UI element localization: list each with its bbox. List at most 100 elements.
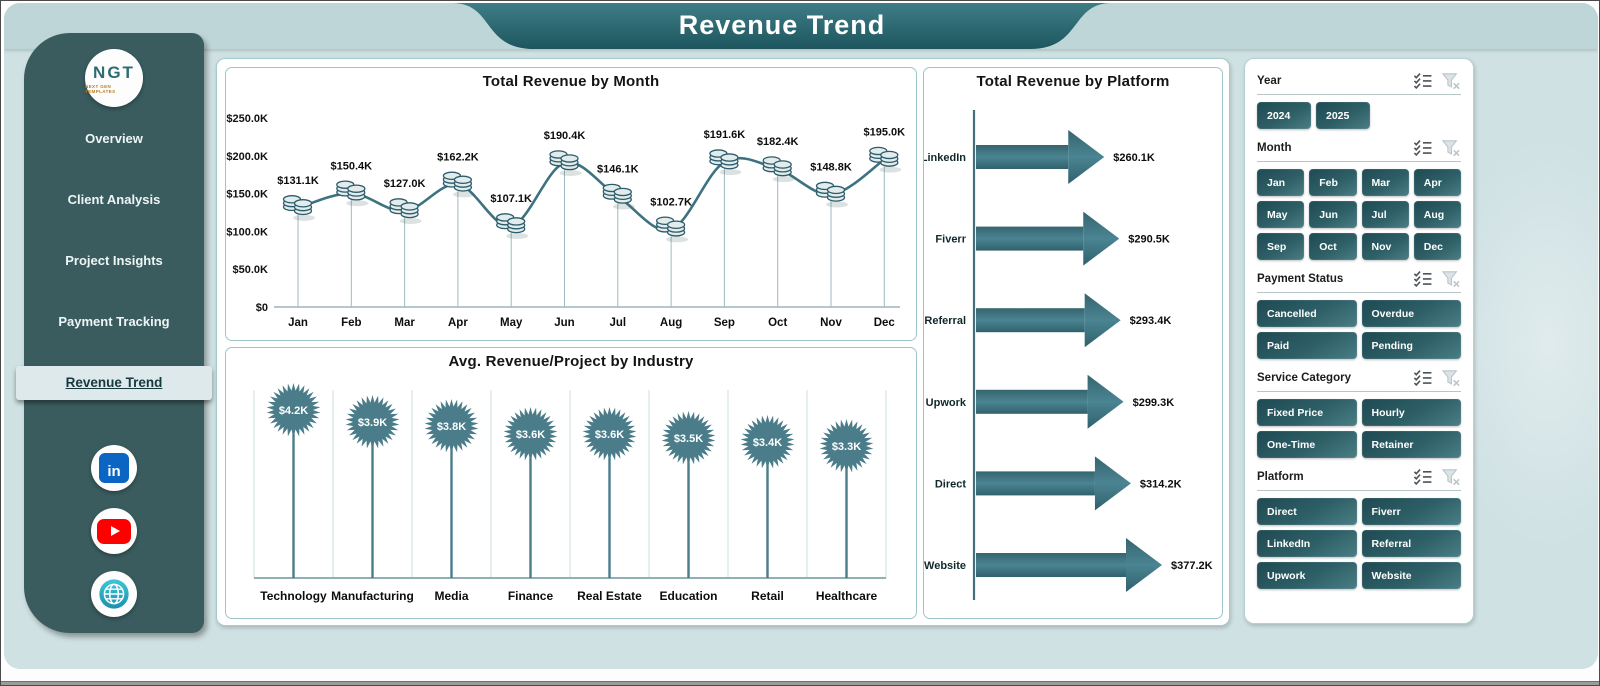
filter-option-2024[interactable]: 2024 bbox=[1257, 102, 1311, 129]
svg-text:$250.0K: $250.0K bbox=[226, 113, 268, 125]
filter-label-service-category: Service Category bbox=[1257, 371, 1351, 384]
svg-text:Healthcare: Healthcare bbox=[816, 589, 878, 603]
svg-text:$4.2K: $4.2K bbox=[279, 405, 308, 417]
coin-stack-marker bbox=[602, 183, 635, 210]
filter-option-fixed-price[interactable]: Fixed Price bbox=[1257, 399, 1357, 426]
sidebar-nav: Overview Client Analysis Project Insights P… bbox=[16, 122, 212, 427]
starburst-badge: $3.6K bbox=[582, 407, 637, 461]
starburst-badge: $3.5K bbox=[661, 411, 716, 465]
filter-option-retainer[interactable]: Retainer bbox=[1361, 431, 1461, 458]
platform-arrow-chart: LinkedIn $260.1K Fiverr $290.5K Referral $293… bbox=[924, 110, 1213, 600]
sidebar-item-client-analysis[interactable]: Client Analysis bbox=[67, 192, 161, 207]
svg-text:Upwork: Upwork bbox=[926, 397, 967, 409]
youtube-icon[interactable] bbox=[91, 508, 137, 554]
clear-filter-icon[interactable] bbox=[1441, 270, 1461, 288]
arrow-bar bbox=[976, 456, 1131, 511]
svg-text:Jul: Jul bbox=[609, 317, 626, 329]
coin-stack-marker bbox=[389, 198, 422, 224]
starburst-badge: $3.4K bbox=[740, 415, 795, 469]
svg-text:$150.4K: $150.4K bbox=[331, 160, 373, 172]
filter-option-mar[interactable]: Mar bbox=[1361, 169, 1409, 196]
arrow-bar bbox=[976, 293, 1121, 348]
filter-options-grid: Direct Fiverr LinkedIn Referral Upwork Websit… bbox=[1257, 498, 1461, 589]
svg-text:Nov: Nov bbox=[820, 317, 842, 329]
filter-option-feb[interactable]: Feb bbox=[1309, 169, 1357, 196]
filter-option-may[interactable]: May bbox=[1257, 201, 1305, 228]
sidebar-item-payment-tracking[interactable]: Payment Tracking bbox=[58, 314, 170, 329]
website-globe-icon[interactable] bbox=[91, 571, 137, 617]
filter-option-overdue[interactable]: Overdue bbox=[1361, 300, 1461, 327]
filter-option-nov[interactable]: Nov bbox=[1361, 233, 1409, 260]
svg-text:Technology: Technology bbox=[260, 589, 327, 603]
dashboard-background: Revenue Trend NGT NEXT GEN TEMPLATES Ove… bbox=[4, 3, 1598, 669]
bottom-strip bbox=[1, 669, 1599, 681]
window-bottom-bar bbox=[1, 681, 1599, 685]
clear-filter-icon[interactable] bbox=[1441, 72, 1461, 90]
svg-text:$182.4K: $182.4K bbox=[757, 136, 799, 148]
filter-option-jul[interactable]: Jul bbox=[1361, 201, 1409, 228]
svg-text:Finance: Finance bbox=[508, 589, 554, 603]
filter-divider bbox=[1257, 490, 1461, 491]
filter-option-cancelled[interactable]: Cancelled bbox=[1257, 300, 1357, 327]
filter-option-website[interactable]: Website bbox=[1361, 562, 1461, 589]
filter-option-linkedin[interactable]: LinkedIn bbox=[1257, 530, 1357, 557]
page-title: Revenue Trend bbox=[678, 10, 886, 40]
filter-option-2025[interactable]: 2025 bbox=[1316, 102, 1370, 129]
sidebar-item-overview[interactable]: Overview bbox=[85, 131, 143, 146]
filter-option-referral[interactable]: Referral bbox=[1361, 530, 1461, 557]
svg-text:May: May bbox=[500, 317, 523, 329]
filter-section-payment-status: Payment Status Cancelled Overdue Paid Pendi… bbox=[1257, 268, 1461, 359]
sidebar-item-revenue-trend[interactable]: Revenue Trend bbox=[16, 366, 212, 400]
svg-text:$3.6K: $3.6K bbox=[516, 429, 545, 441]
filter-option-apr[interactable]: Apr bbox=[1413, 169, 1461, 196]
filter-option-hourly[interactable]: Hourly bbox=[1361, 399, 1461, 426]
filter-option-one-time[interactable]: One-Time bbox=[1257, 431, 1357, 458]
sidebar: NGT NEXT GEN TEMPLATES Overview Client An… bbox=[16, 33, 212, 633]
filter-label-year: Year bbox=[1257, 74, 1282, 87]
svg-text:$190.4K: $190.4K bbox=[544, 130, 586, 142]
coin-stack-marker bbox=[336, 180, 369, 207]
filter-option-upwork[interactable]: Upwork bbox=[1257, 562, 1357, 589]
svg-text:$127.0K: $127.0K bbox=[384, 178, 426, 190]
svg-text:$3.6K: $3.6K bbox=[595, 429, 624, 441]
filter-section-year: Year 2024 2025 bbox=[1257, 70, 1461, 129]
filter-icons bbox=[1412, 139, 1461, 157]
filter-section-platform: Platform Direct Fiverr LinkedIn Referral Upw… bbox=[1257, 466, 1461, 589]
multi-select-icon[interactable] bbox=[1412, 72, 1433, 89]
multi-select-icon[interactable] bbox=[1412, 468, 1433, 485]
multi-select-icon[interactable] bbox=[1412, 139, 1433, 156]
filter-option-oct[interactable]: Oct bbox=[1309, 233, 1357, 260]
filter-option-direct[interactable]: Direct bbox=[1257, 498, 1357, 525]
linkedin-icon[interactable]: in bbox=[91, 445, 137, 491]
sidebar-item-project-insights[interactable]: Project Insights bbox=[65, 253, 163, 268]
clear-filter-icon[interactable] bbox=[1441, 468, 1461, 486]
multi-select-icon[interactable] bbox=[1412, 369, 1433, 386]
filter-label-month: Month bbox=[1257, 141, 1292, 154]
coin-stack-marker bbox=[815, 181, 848, 208]
svg-text:Retail: Retail bbox=[751, 589, 784, 603]
filter-label-payment-status: Payment Status bbox=[1257, 272, 1344, 285]
clear-filter-icon[interactable] bbox=[1441, 369, 1461, 387]
filter-option-pending[interactable]: Pending bbox=[1361, 332, 1461, 359]
multi-select-icon[interactable] bbox=[1412, 270, 1433, 287]
chart-title-industry: Avg. Revenue/Project by Industry bbox=[448, 353, 694, 370]
filter-option-aug[interactable]: Aug bbox=[1413, 201, 1461, 228]
coin-stack-marker bbox=[442, 171, 475, 198]
coin-stack-marker bbox=[496, 213, 529, 240]
filter-option-sep[interactable]: Sep bbox=[1257, 233, 1305, 260]
svg-text:$0: $0 bbox=[256, 302, 268, 314]
coin-stack-marker bbox=[762, 156, 795, 183]
filter-option-paid[interactable]: Paid bbox=[1257, 332, 1357, 359]
clear-filter-icon[interactable] bbox=[1441, 139, 1461, 157]
filter-option-jan[interactable]: Jan bbox=[1257, 169, 1305, 196]
filter-option-fiverr[interactable]: Fiverr bbox=[1361, 498, 1461, 525]
youtube-badge bbox=[97, 518, 131, 544]
filter-option-dec[interactable]: Dec bbox=[1413, 233, 1461, 260]
filter-divider bbox=[1257, 161, 1461, 162]
svg-text:$107.1K: $107.1K bbox=[490, 193, 532, 205]
svg-text:Jun: Jun bbox=[554, 317, 574, 329]
filter-option-jun[interactable]: Jun bbox=[1309, 201, 1357, 228]
svg-text:Aug: Aug bbox=[660, 317, 682, 329]
social-links: in bbox=[24, 445, 204, 617]
